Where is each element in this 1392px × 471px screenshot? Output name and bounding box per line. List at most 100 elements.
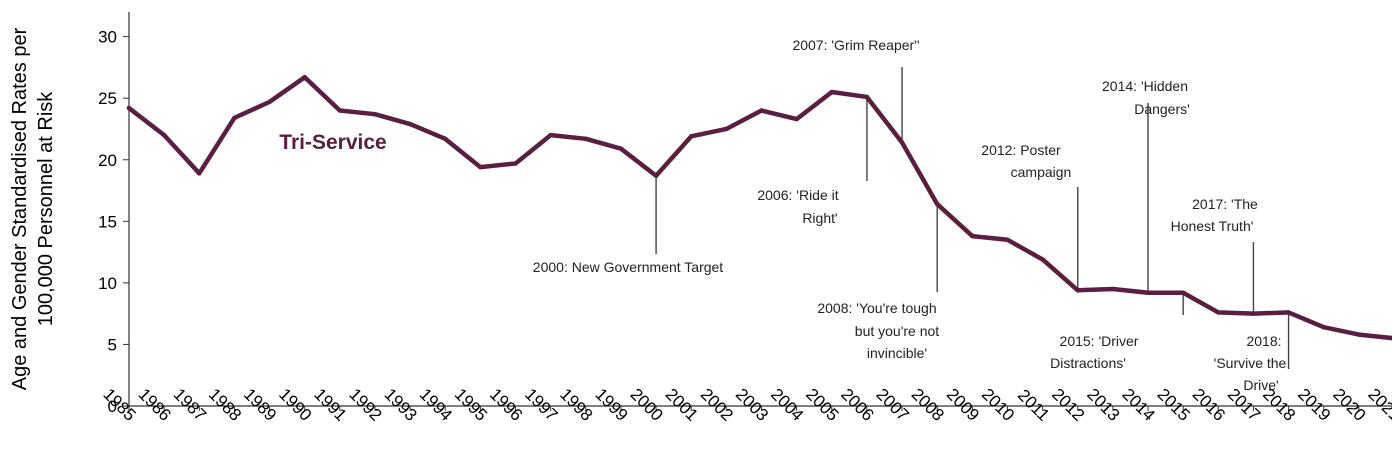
y-axis-label: Age and Gender Standardised Rates per [9,27,31,390]
x-tick-label: 2009 [943,385,983,425]
annotation-label: 2012: Poster [981,142,1061,158]
y-tick-label: 5 [108,335,117,354]
data-point [619,146,623,150]
data-point [1181,291,1185,295]
x-tick-label: 1985 [99,385,139,425]
data-point [338,108,342,112]
data-point [127,106,131,110]
data-point [162,133,166,137]
annotation-label: 2006: 'Ride it [757,187,838,203]
data-point [302,75,306,79]
annotation-label: invincible' [867,345,927,361]
y-tick-label: 30 [98,28,117,47]
data-point [1216,310,1220,314]
x-tick-label: 1999 [591,385,631,425]
x-tick-label: 1987 [170,385,210,425]
data-point [865,95,869,99]
annotation-label: 2000: New Government Target [533,259,724,275]
data-point [1357,332,1361,336]
data-point [1076,288,1080,292]
annotation-label: 2017: 'The [1192,196,1258,212]
data-point [373,112,377,116]
data-point [408,122,412,126]
x-tick-label: 1994 [416,385,456,425]
x-tick-label: 1990 [275,385,315,425]
x-tick-label: 2004 [767,385,807,425]
annotation-label: Dangers' [1134,101,1190,117]
y-tick-label: 15 [98,212,117,231]
x-tick-label: 1996 [486,385,526,425]
x-tick-label: 2010 [978,385,1018,425]
data-point [267,100,271,104]
data-point [1005,238,1009,242]
data-point [197,171,201,175]
data-point [759,108,763,112]
x-tick-label: 1991 [310,385,350,425]
x-tick-label: 1986 [135,385,175,425]
x-tick-label: 2002 [697,385,737,425]
x-tick-label: 2001 [662,385,702,425]
x-tick-label: 1989 [240,385,280,425]
x-tick-label: 2011 [1014,386,1053,425]
x-tick-label: 1988 [205,385,245,425]
data-point [1286,310,1290,314]
annotation-label: but you're not [855,323,940,339]
data-point [935,202,939,206]
x-tick-label: 2006 [837,385,877,425]
x-tick-label: 2016 [1189,385,1229,425]
data-point [1040,257,1044,261]
y-tick-label: 10 [98,274,117,293]
annotation-label: 'Survive the [1214,355,1287,371]
annotation-label: Distractions' [1050,355,1126,371]
x-tick-label: 1997 [521,385,561,425]
data-point [900,140,904,144]
annotation-label: 2015: 'Driver [1060,333,1139,349]
x-tick-label: 2014 [1118,385,1158,425]
data-point [584,137,588,141]
data-point [830,90,834,94]
data-point [724,127,728,131]
data-point [1111,287,1115,291]
x-tick-label: 2007 [872,385,912,425]
y-tick-label: 20 [98,151,117,170]
annotation-label: Honest Truth' [1171,218,1254,234]
x-tick-label: 2019 [1294,385,1334,425]
x-tick-label: 1992 [345,385,385,425]
x-tick-label: 2000 [627,385,667,425]
x-tick-label: 2008 [908,385,948,425]
annotation-label: 2018: [1246,333,1281,349]
data-point [1251,311,1255,315]
y-tick-label: 25 [98,89,117,108]
x-tick-label: 2005 [802,385,842,425]
y-axis-label: 100,000 Personnel at Risk [35,91,57,327]
data-point [689,134,693,138]
annotation-label: 2007: 'Grim Reaper'' [792,37,919,53]
x-tick-label: 2012 [1048,385,1088,425]
annotation-label: 2008: 'You're tough [817,300,936,316]
x-tick-label: 2015 [1154,385,1194,425]
series-label: Tri-Service [279,131,386,154]
data-point [478,165,482,169]
data-point [548,133,552,137]
x-tick-label: 1995 [451,385,491,425]
data-point [1322,325,1326,329]
x-tick-label: 2003 [732,385,772,425]
x-tick-label: 1998 [556,385,596,425]
x-tick-label: 2013 [1083,385,1123,425]
data-point [443,137,447,141]
annotation-label: Drive' [1243,377,1278,393]
annotation-label: campaign [1011,164,1072,180]
x-tick-label: 2020 [1329,385,1369,425]
x-tick-label: 2021 [1364,385,1392,425]
annotation-label: Right' [802,210,837,226]
data-point [513,161,517,165]
data-point [232,116,236,120]
data-point [794,117,798,121]
x-tick-label: 1993 [381,385,421,425]
data-point [970,234,974,238]
data-point [1146,291,1150,295]
data-point [654,174,658,178]
annotation-label: 2014: 'Hidden [1102,78,1188,94]
